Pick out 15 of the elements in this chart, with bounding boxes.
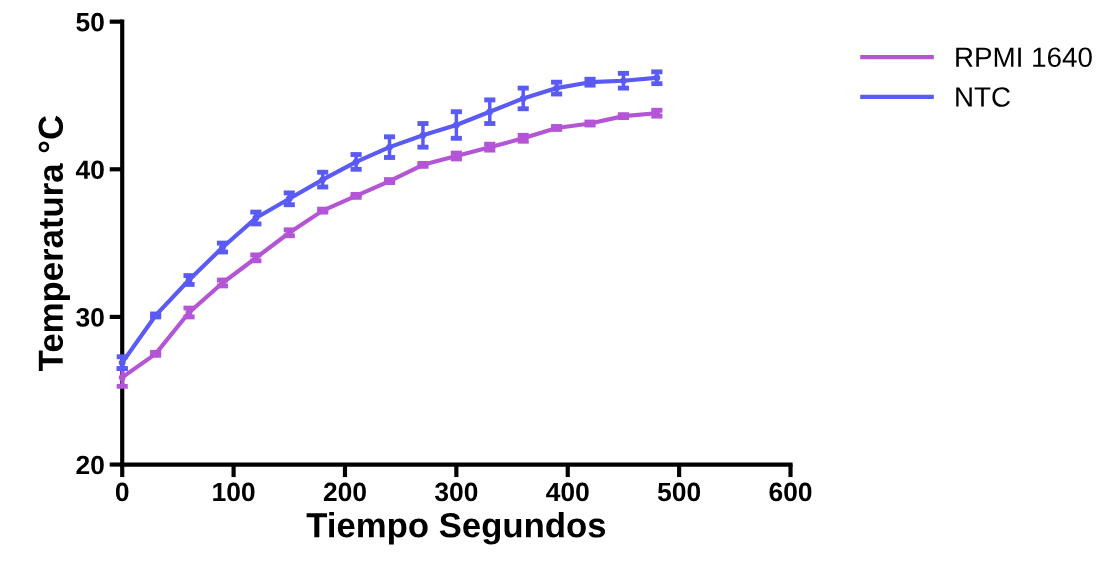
x-tick-label: 500 [657,482,701,502]
x-tick-label: 100 [213,482,255,502]
y-tick-label: 20 [76,455,104,475]
y-axis-title: Temperatura °C [38,115,70,371]
x-tick-label: 400 [546,482,589,502]
y-tick-label: 30 [76,308,104,327]
x-axis-title: Tiempo Segundos [306,512,606,545]
x-tick-label: 300 [434,482,478,502]
legend-label: RPMI 1640 [956,47,1092,68]
y-tick-label: 50 [76,12,104,32]
x-tick-label: 0 [115,482,129,502]
y-tick-label: 40 [75,160,104,180]
x-tick-label: 200 [323,482,366,502]
legend-label: NTC [956,87,1010,107]
x-tick-label: 600 [769,482,812,502]
